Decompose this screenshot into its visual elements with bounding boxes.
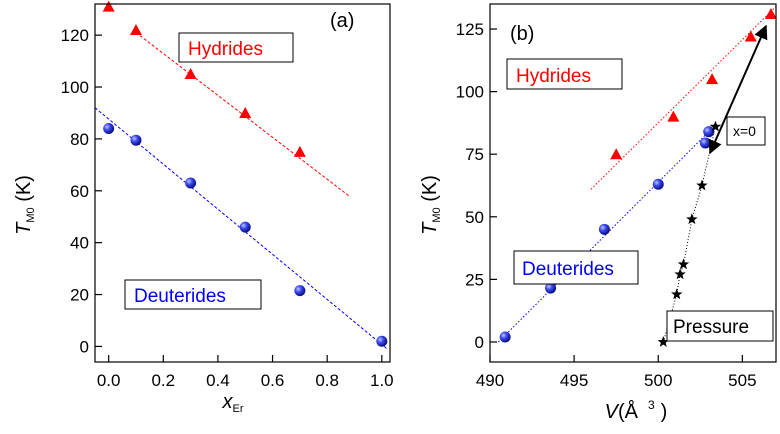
x-tick-label: 0.6 [261,371,285,390]
legend-deuterides: Deuterides [513,250,639,285]
y-tick-label: 0 [80,337,89,356]
y-tick-label: 100 [456,83,484,102]
deuterides-point [239,221,251,233]
y-tick-label: 75 [465,145,484,164]
x-tick-label: 490 [476,371,504,390]
legend-deuterides-label: Deuterides [522,259,614,280]
y-tick-label: 0 [475,333,484,352]
legend-hydrides-label: Hydrides [516,66,591,87]
deuterides-point [185,177,197,189]
x-tick-label: 1.0 [370,371,394,390]
pressure-point [677,258,690,270]
legend-deuterides-label: Deuterides [134,286,226,307]
pressure-point [674,268,686,280]
annotation-pressure: Pressure [666,310,774,342]
plot-frame [94,3,391,363]
fit-lines [498,6,777,343]
annotation-x0: x=0 [726,116,766,146]
hydrides-point [764,8,777,20]
legend-deuterides: Deuterides [124,279,262,310]
legend-hydrides-label: Hydrides [188,39,263,60]
legend-hydrides: Hydrides [506,58,623,90]
x-tick-label: 0.2 [151,371,175,390]
x-tick-label: 500 [644,371,672,390]
axis-ticks: 0.0 0.2 0.4 0.6 0.8 1.0 0 20 40 60 80 100 120 [61,26,394,390]
x-tick-label: 505 [728,371,756,390]
annotation-pressure-label: Pressure [673,317,749,338]
deuterides-point [499,331,511,343]
plot-frame [489,3,777,363]
hydrides-point [102,0,115,12]
deuterides-point [376,335,388,347]
x-tick-label: 0.4 [206,371,230,390]
y-tick-label: 50 [465,208,484,227]
y-tick-label: 40 [70,234,89,253]
panel-a: 0.0 0.2 0.4 0.6 0.8 1.0 0 20 40 60 80 100 120 (a) Hy… [13,0,394,415]
pressure-point [657,335,669,347]
pressure-guide-line [662,126,716,343]
pressure-point [696,179,708,191]
y-tick-label: 100 [61,78,89,97]
legend-hydrides: Hydrides [178,32,294,63]
x-tick-label: 0.8 [315,371,339,390]
annotation-x0-label: x=0 [733,123,756,139]
hydrides-point [706,73,719,85]
fit-lines [94,32,388,350]
pressure-point [671,288,683,300]
panel-b: 490 495 500 505 0 25 50 75 100 125 (b) Hydrides D… [419,3,777,423]
deuterides-point [294,285,306,297]
double-arrow [708,24,768,155]
y-tick-label: 120 [61,26,89,45]
deuterides-point [652,178,664,190]
deuterides-point [130,134,142,146]
deuterides-point [703,126,715,138]
y-axis-label: TM0 (K) [13,175,37,235]
deuterides-point [545,282,557,294]
pressure-point [686,213,698,225]
y-tick-label: 20 [70,286,89,305]
hydrides-point [667,110,680,122]
y-tick-label: 125 [456,20,484,39]
x-axis-label: xEr [222,391,244,415]
y-axis-label: TM0 (K) [419,175,443,235]
axis-ticks: 490 495 500 505 0 25 50 75 100 125 [456,20,757,390]
y-tick-label: 25 [465,270,484,289]
y-tick-label: 60 [70,182,89,201]
hydrides-point [293,145,306,157]
panel-label: (a) [330,10,354,32]
hydrides-fit-line [590,6,777,190]
y-tick-label: 80 [70,130,89,149]
data-points [102,0,388,347]
hydrides-point [184,68,197,80]
deuterides-point [699,137,711,149]
hydrides-point [129,23,142,35]
hydrides-point [239,106,252,118]
x-tick-label: 0.0 [97,371,121,390]
deuterides-point [103,123,115,135]
deuterides-point [598,223,610,235]
panel-label: (b) [510,23,534,45]
hydrides-point [610,148,623,160]
x-axis-label: V(Å 3) [605,398,668,423]
x-tick-label: 495 [560,371,588,390]
deuterides-fit-line [94,107,388,350]
